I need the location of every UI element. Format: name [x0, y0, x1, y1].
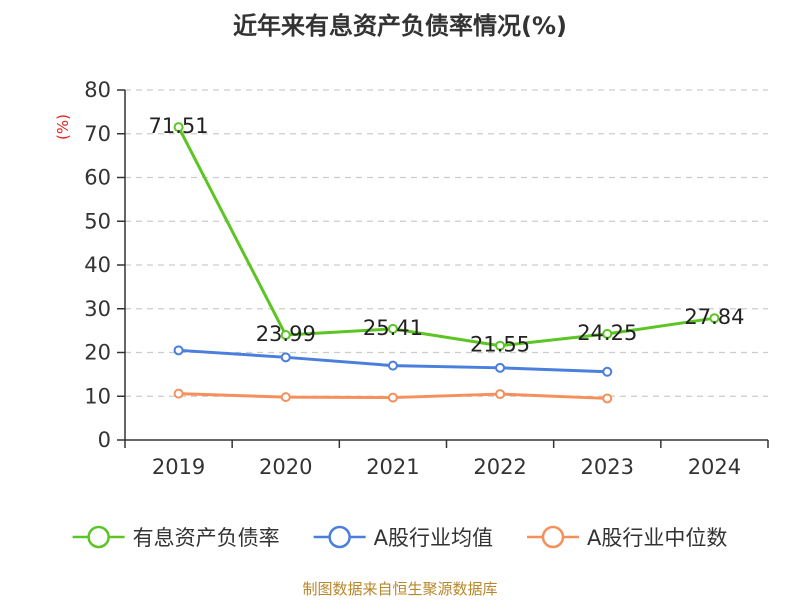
y-tick-label: 30 [84, 297, 111, 321]
data-point [709, 313, 720, 324]
data-point [602, 328, 613, 339]
data-point [602, 366, 613, 377]
data-label: 71.51 [149, 114, 209, 138]
data-label: 21.55 [470, 333, 530, 357]
data-point [602, 393, 613, 404]
x-tick-label-2023: 2023 [581, 455, 634, 479]
y-axis-label: (%) [54, 114, 72, 140]
legend-marker [87, 525, 110, 549]
legend-marker [328, 525, 351, 549]
data-point [280, 392, 291, 403]
legend: 有息资产负债率 A股行业均值 A股行业中位数 [72, 525, 727, 550]
x-tick-label-2021: 2021 [366, 455, 419, 479]
data-point [173, 122, 184, 133]
data-point [387, 323, 398, 334]
y-tick-label: 80 [84, 78, 111, 102]
y-tick-label: 0 [98, 428, 111, 452]
y-tick-label: 10 [84, 384, 111, 408]
data-label: 27.84 [684, 305, 744, 329]
legend-label: A股行业中位数 [587, 526, 727, 550]
y-tick-label: 50 [84, 209, 111, 233]
legend-marker [541, 525, 565, 549]
source-footer: 制图数据来自恒生聚源数据库 [302, 580, 498, 598]
data-point [387, 360, 398, 371]
y-tick-label: 40 [84, 253, 111, 277]
legend-label: A股行业均值 [374, 526, 493, 550]
data-label: 23.99 [256, 322, 316, 346]
data-point [495, 340, 506, 351]
data-point [280, 330, 291, 341]
axes: 0 10 20 30 40 50 60 70 80 2019 2020 2021 2022 2023 202… [54, 78, 769, 479]
series-lines [173, 122, 720, 404]
data-point [280, 352, 291, 363]
grid-lines [125, 89, 768, 397]
x-tick-label-2019: 2019 [152, 455, 205, 479]
data-label: 25.41 [363, 316, 423, 340]
y-tick-label: 60 [84, 166, 111, 190]
data-labels: 71.51 23.99 25.41 21.55 24.25 27.84 [149, 114, 745, 357]
data-point [495, 389, 506, 400]
data-point [495, 362, 506, 373]
data-point [387, 392, 398, 403]
data-point [173, 388, 184, 399]
y-tick-label: 70 [84, 122, 111, 146]
series-line-0 [177, 126, 715, 348]
data-label: 24.25 [577, 321, 637, 345]
x-tick-label-2024: 2024 [688, 455, 741, 479]
data-point [173, 345, 184, 356]
chart-title: 近年来有息资产负债率情况(%) [233, 12, 567, 40]
x-tick-label-2020: 2020 [259, 455, 312, 479]
legend-label: 有息资产负债率 [133, 526, 280, 550]
x-tick-label-2022: 2022 [473, 455, 526, 479]
y-tick-label: 20 [84, 341, 111, 365]
